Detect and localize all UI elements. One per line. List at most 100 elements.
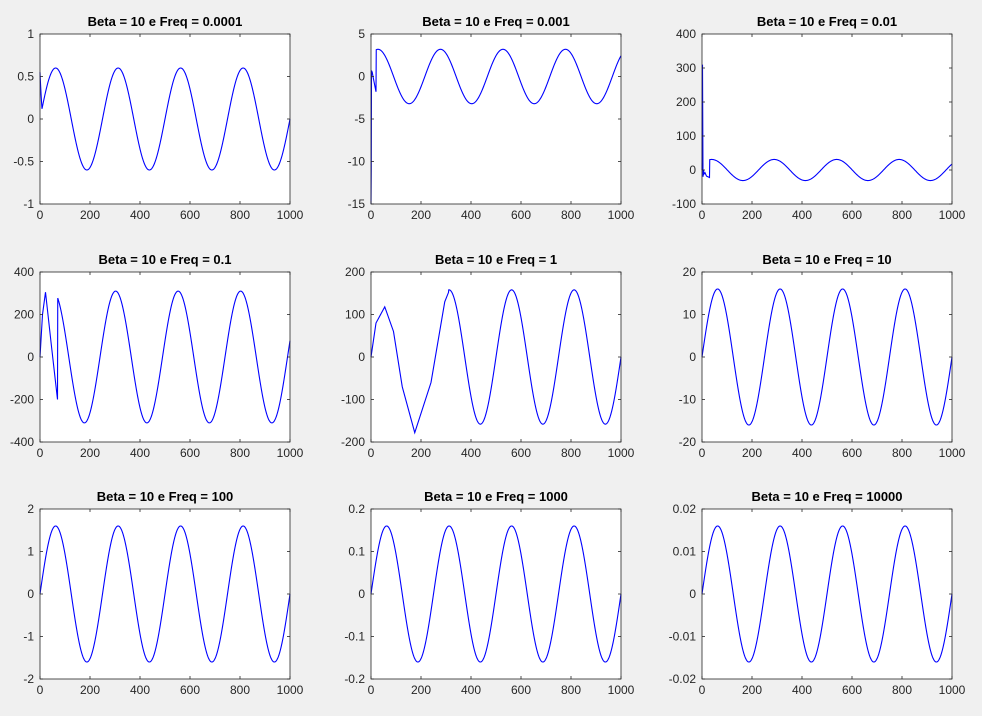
x-tick-label: 800 <box>892 683 912 697</box>
x-tick-label: 800 <box>892 446 912 460</box>
chart-title: Beta = 10 e Freq = 1000 <box>424 489 568 504</box>
x-tick-label: 400 <box>130 683 150 697</box>
subplot-4: 0 200 400 600 800 1000 -400 -200 0 200 400 Beta = 1… <box>10 252 304 460</box>
y-tick-label: 0 <box>27 112 34 126</box>
y-tick-label: 1 <box>27 545 34 559</box>
y-tick-label: 0 <box>358 70 365 84</box>
y-tick-label: 100 <box>676 129 696 143</box>
x-tick-label: 400 <box>792 208 812 222</box>
y-tick-label: 0 <box>689 350 696 364</box>
series-line <box>701 64 953 182</box>
y-tick-label: -200 <box>10 393 34 407</box>
series-line <box>39 525 291 663</box>
x-tick-label: 400 <box>130 208 150 222</box>
axes-background <box>40 272 290 442</box>
subplot-5: 0 200 400 600 800 1000 -200 -100 0 100 200 Beta = 1… <box>341 252 635 460</box>
chart-title: Beta = 10 e Freq = 100 <box>97 489 234 504</box>
y-tick-label: 0 <box>27 587 34 601</box>
axes-background <box>702 34 952 204</box>
x-tick-label: 600 <box>511 446 531 460</box>
y-tick-label: 0.1 <box>348 545 365 559</box>
subplot-2: 0 200 400 600 800 1000 -15 -10 -5 0 5 Beta = 10 e F… <box>348 14 635 222</box>
series-line <box>701 288 953 426</box>
chart-title: Beta = 10 e Freq = 1 <box>435 252 557 267</box>
x-tick-label: 1000 <box>608 683 635 697</box>
series-line <box>370 48 622 205</box>
x-tick-label: 200 <box>742 683 762 697</box>
x-tick-label: 200 <box>742 208 762 222</box>
x-tick-label: 400 <box>461 683 481 697</box>
axes-box <box>701 33 953 205</box>
series-line <box>370 525 622 663</box>
x-tick-label: 0 <box>699 208 706 222</box>
y-tick-label: -20 <box>679 435 697 449</box>
chart-title: Beta = 10 e Freq = 0.1 <box>99 252 232 267</box>
y-tick-label: 400 <box>676 27 696 41</box>
x-tick-label: 600 <box>842 446 862 460</box>
y-tick-label: 1 <box>27 27 34 41</box>
y-tick-label: 5 <box>358 27 365 41</box>
y-tick-label: 2 <box>27 502 34 516</box>
x-tick-label: 0 <box>368 683 375 697</box>
y-tick-label: -1 <box>23 197 34 211</box>
x-tick-label: 1000 <box>608 446 635 460</box>
y-tick-label: -0.1 <box>344 630 365 644</box>
y-tick-label: -400 <box>10 435 34 449</box>
y-tick-label: -0.5 <box>13 155 34 169</box>
x-tick-label: 0 <box>37 446 44 460</box>
y-tick-label: 200 <box>345 265 365 279</box>
y-tick-label: 100 <box>345 308 365 322</box>
y-tick-label: 0 <box>27 350 34 364</box>
x-tick-label: 400 <box>130 446 150 460</box>
y-tick-label: -0.02 <box>669 672 697 686</box>
x-tick-label: 0 <box>368 208 375 222</box>
y-tick-label: -100 <box>341 393 365 407</box>
x-tick-label: 200 <box>411 446 431 460</box>
y-tick-label: 0 <box>358 350 365 364</box>
x-tick-label: 1000 <box>939 683 966 697</box>
y-tick-label: 300 <box>676 61 696 75</box>
y-tick-label: 0.2 <box>348 502 365 516</box>
x-tick-label: 600 <box>180 208 200 222</box>
series-line <box>39 290 291 424</box>
series-line <box>701 525 953 663</box>
chart-title: Beta = 10 e Freq = 0.0001 <box>88 14 243 29</box>
y-tick-label: 200 <box>14 308 34 322</box>
x-tick-label: 600 <box>511 208 531 222</box>
subplot-9: 0 200 400 600 800 1000 -0.02 -0.01 0 0.01 0.02 Beta… <box>669 489 966 697</box>
y-tick-label: 400 <box>14 265 34 279</box>
y-tick-label: -0.01 <box>669 630 697 644</box>
y-tick-label: -200 <box>341 435 365 449</box>
series-line <box>39 67 291 171</box>
subplot-7: 0 200 400 600 800 1000 -2 -1 0 1 2 Beta = 10 e Freq… <box>23 489 303 697</box>
y-tick-label: -1 <box>23 630 34 644</box>
axes-background <box>371 34 621 204</box>
x-tick-label: 400 <box>792 446 812 460</box>
chart-title: Beta = 10 e Freq = 10 <box>762 252 891 267</box>
x-tick-label: 800 <box>561 208 581 222</box>
y-tick-label: 0 <box>689 587 696 601</box>
x-tick-label: 1000 <box>277 446 304 460</box>
x-tick-label: 800 <box>230 683 250 697</box>
x-tick-label: 600 <box>180 446 200 460</box>
x-tick-label: 400 <box>461 446 481 460</box>
x-tick-label: 200 <box>411 208 431 222</box>
x-tick-label: 1000 <box>277 208 304 222</box>
y-tick-label: -0.2 <box>344 672 365 686</box>
x-tick-label: 0 <box>699 683 706 697</box>
y-tick-label: -10 <box>348 155 366 169</box>
x-tick-label: 0 <box>37 208 44 222</box>
x-tick-label: 200 <box>742 446 762 460</box>
subplot-8: 0 200 400 600 800 1000 -0.2 -0.1 0 0.1 0.2 Beta = 1… <box>344 489 634 697</box>
series-line <box>370 289 622 435</box>
y-tick-label: 0.5 <box>17 70 34 84</box>
x-tick-label: 0 <box>37 683 44 697</box>
x-tick-label: 1000 <box>939 446 966 460</box>
x-tick-label: 1000 <box>277 683 304 697</box>
y-tick-label: -5 <box>354 112 365 126</box>
x-tick-label: 1000 <box>608 208 635 222</box>
x-tick-label: 200 <box>80 446 100 460</box>
x-tick-label: 200 <box>80 683 100 697</box>
